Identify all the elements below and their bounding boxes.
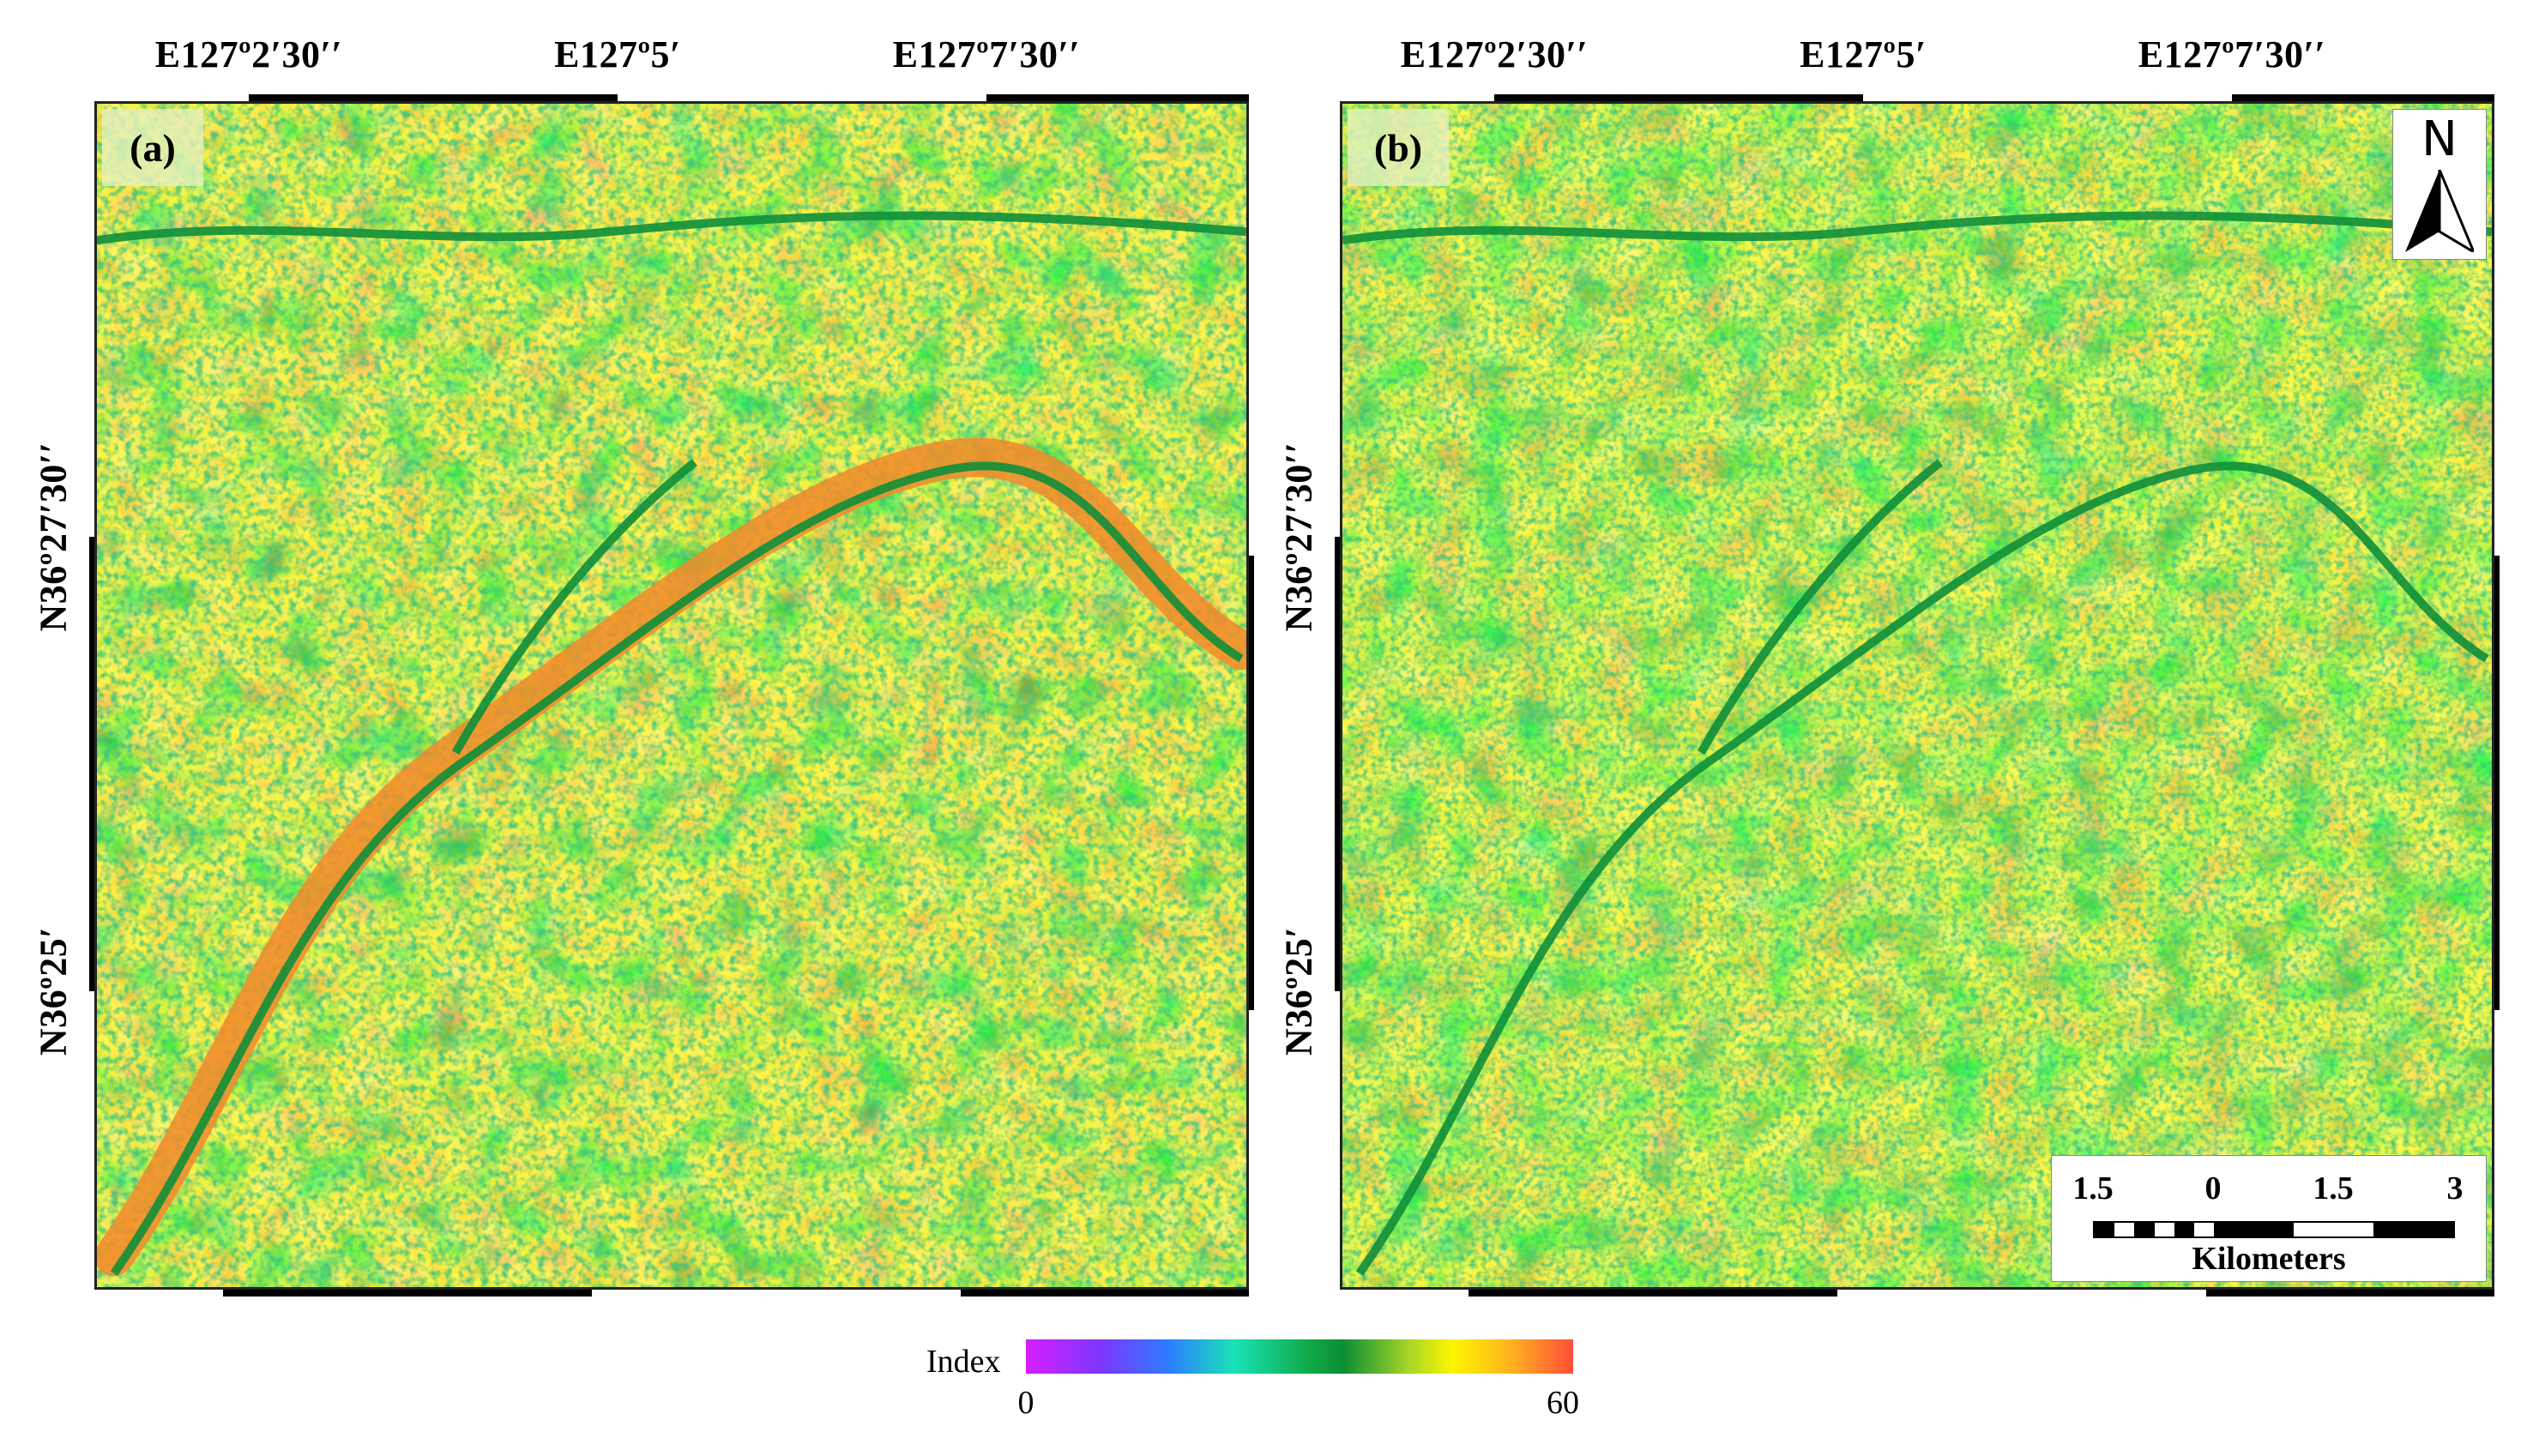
frame-tick-segment [1469, 1290, 1837, 1297]
latitude-label: N36º25′ [32, 926, 75, 1056]
scale-tick-label: 0 [2204, 1170, 2222, 1206]
longitude-label: E127º2′30′′ [154, 33, 343, 75]
scale-bar-strip [2093, 1221, 2455, 1238]
longitude-label: E127º2′30′′ [1400, 33, 1589, 75]
frame-tick-segment [986, 94, 1249, 101]
index-map-a: (a) [94, 101, 1249, 1290]
frame-tick-segment [223, 1290, 592, 1297]
frame-tick-segment [2206, 1290, 2494, 1297]
longitude-label: E127º7′30′′ [2138, 33, 2326, 75]
frame-tick-segment [2232, 94, 2494, 101]
panel-label: (b) [1348, 109, 1449, 186]
scale-tick-label: 3 [2446, 1170, 2464, 1206]
scale-tick-label: 1.5 [2313, 1170, 2354, 1206]
frame-tick-segment [89, 537, 94, 991]
frame-tick-segment [961, 1290, 1249, 1297]
scale-bar: 1.5 0 1.5 3 Kilometers [2051, 1155, 2487, 1282]
frame-tick-segment [249, 94, 618, 101]
panel-label: (a) [102, 109, 203, 186]
frame-tick-segment [1494, 94, 1863, 101]
scale-units: Kilometers [2192, 1241, 2346, 1277]
map-panel-b: E127º2′30′′ E127º5′ E127º7′30′′ N36º27′3… [1245, 0, 2506, 1312]
frame-tick-segment [1249, 556, 1254, 1010]
index-raster-a [97, 104, 1246, 1287]
legend-title: Index [926, 1344, 1001, 1380]
frame-tick-segment [2494, 556, 2500, 1010]
longitude-label: E127º7′30′′ [892, 33, 1081, 75]
north-arrow-icon [2405, 170, 2474, 252]
north-arrow: N [2392, 109, 2487, 260]
latitude-label: N36º25′ [1277, 926, 1320, 1056]
longitude-label: E127º5′ [554, 33, 681, 75]
scale-tick-label: 1.5 [2072, 1170, 2114, 1206]
legend-max: 60 [1547, 1385, 1579, 1421]
map-panel-a: E127º2′30′′ E127º5′ E127º7′30′′ N36º27′3… [0, 0, 1261, 1312]
latitude-label: N36º27′30′′ [1277, 442, 1320, 632]
index-map-b: (b) N 1.5 0 1.5 3 Ki [1340, 101, 2494, 1290]
legend-color-ramp [1026, 1339, 1573, 1374]
latitude-label: N36º27′30′′ [32, 442, 75, 632]
frame-tick-segment [1335, 537, 1340, 991]
legend-min: 0 [1017, 1385, 1034, 1421]
longitude-label: E127º5′ [1800, 33, 1927, 75]
north-label: N [2421, 111, 2458, 167]
index-raster-b [1342, 104, 2492, 1287]
